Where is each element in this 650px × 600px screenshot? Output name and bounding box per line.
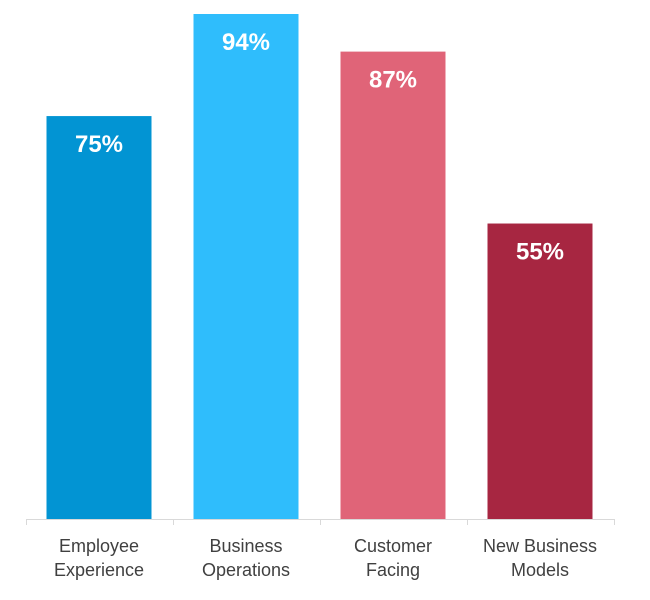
bar-value-label: 55% — [516, 239, 564, 266]
category-label: New Business — [483, 536, 597, 556]
bars-group — [46, 14, 593, 520]
bar-value-label: 75% — [75, 131, 123, 158]
bar-value-label: 87% — [369, 67, 417, 94]
category-label: Business — [209, 536, 282, 556]
x-axis — [26, 519, 615, 525]
bar-4 — [487, 223, 593, 519]
labels-group: 75% Employee Experience 94% Business Operatio… — [54, 29, 597, 580]
category-label: Employee — [59, 536, 139, 556]
category-label: Customer — [354, 536, 432, 556]
bar-3 — [340, 51, 446, 519]
category-label: Models — [511, 560, 569, 580]
bar-1 — [46, 116, 152, 520]
bar-2 — [193, 14, 299, 519]
category-label: Experience — [54, 560, 144, 580]
bar-value-label: 94% — [222, 29, 270, 56]
category-label: Operations — [202, 560, 290, 580]
category-label: Facing — [366, 560, 420, 580]
